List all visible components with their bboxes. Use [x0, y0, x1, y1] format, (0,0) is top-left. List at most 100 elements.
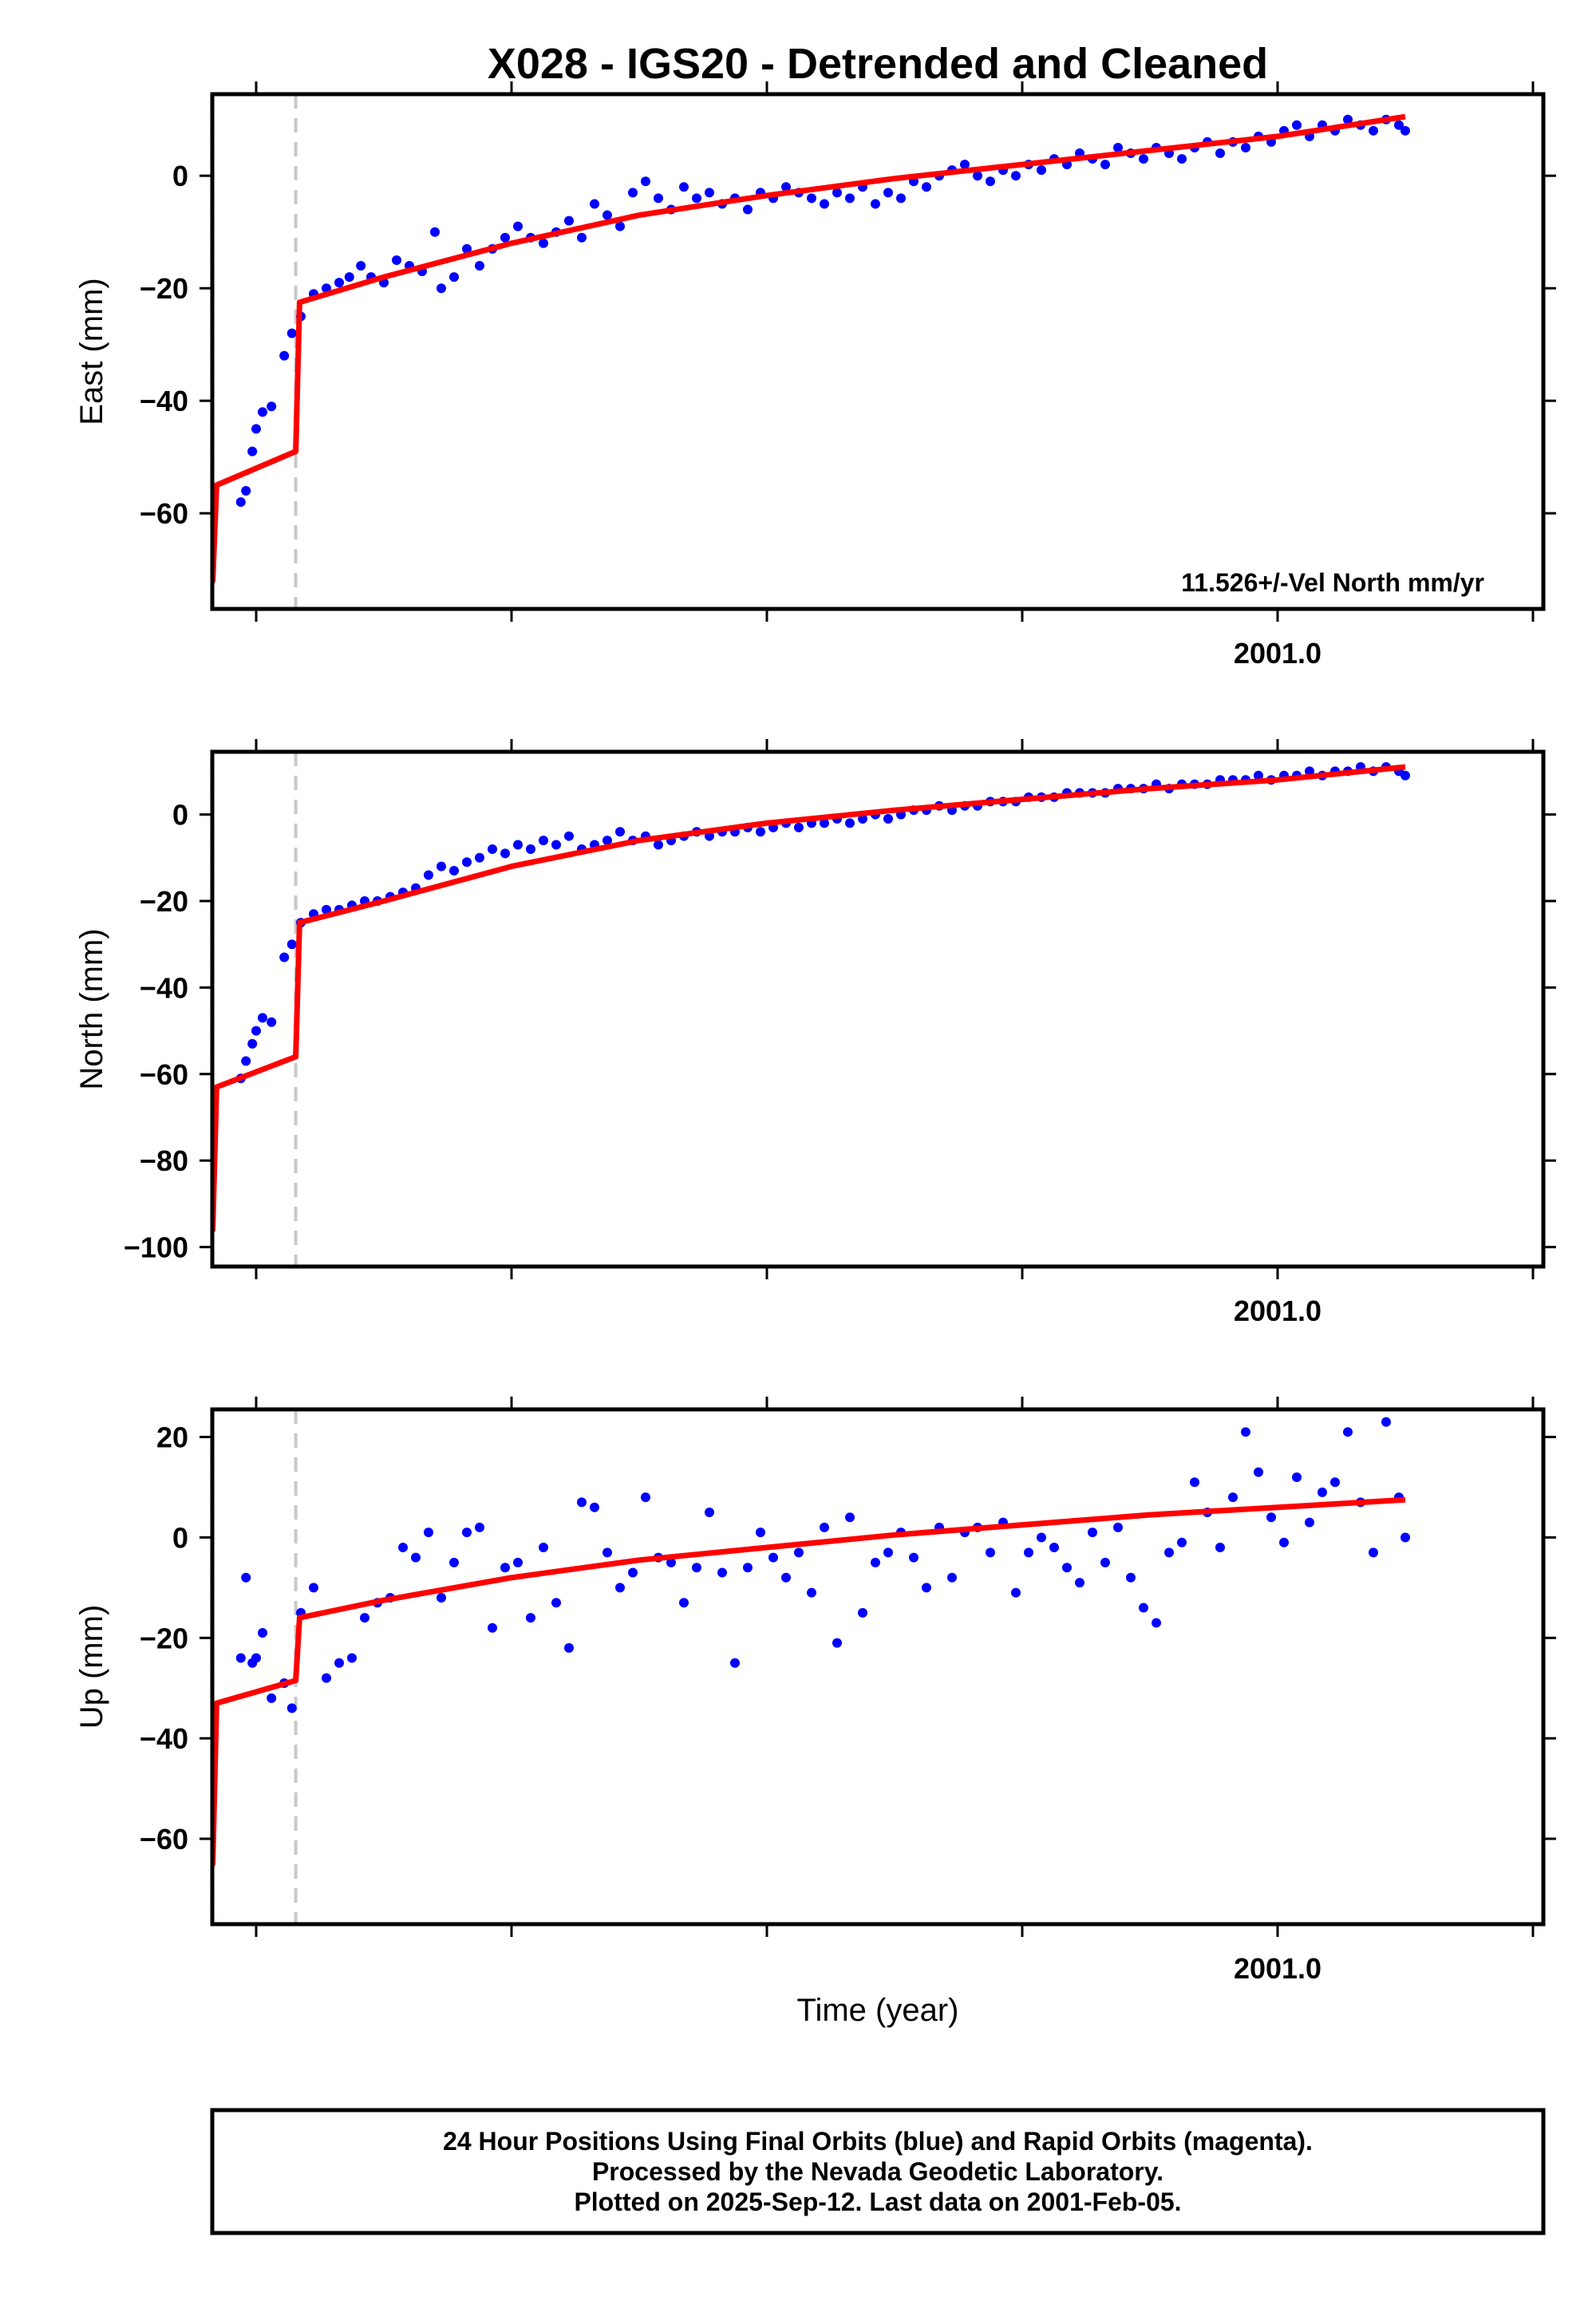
data-point	[1254, 770, 1263, 781]
data-point	[602, 836, 612, 846]
data-point	[247, 446, 258, 456]
x-tick-label: 2001.0	[1234, 1952, 1321, 1985]
data-point	[692, 1563, 701, 1573]
data-point	[539, 836, 548, 846]
y-tick-label: −20	[140, 272, 188, 305]
data-point	[475, 852, 484, 863]
data-point	[1400, 770, 1410, 781]
data-point	[820, 1522, 829, 1532]
data-point	[1343, 1427, 1353, 1437]
data-point	[251, 424, 261, 434]
footer-line-3: Plotted on 2025-Sep-12. Last data on 200…	[574, 2188, 1181, 2216]
y-tick-label: −100	[124, 1231, 188, 1264]
data-point	[590, 199, 599, 209]
data-point	[1037, 165, 1046, 176]
data-point	[1100, 1557, 1110, 1567]
data-point	[1215, 1543, 1225, 1553]
data-point	[1330, 1477, 1340, 1488]
data-point	[241, 1572, 251, 1583]
data-point	[462, 857, 472, 868]
data-point	[845, 193, 855, 204]
data-point	[871, 199, 880, 209]
data-point	[960, 160, 970, 170]
data-point	[1177, 154, 1187, 164]
data-point	[641, 1492, 650, 1503]
data-point	[1049, 1543, 1059, 1553]
data-point	[986, 1547, 995, 1558]
y-tick-label: −60	[140, 1823, 188, 1856]
data-point	[1369, 1547, 1378, 1558]
data-point	[347, 1653, 357, 1663]
data-point	[820, 199, 829, 209]
data-point	[251, 1026, 261, 1036]
data-point	[309, 1583, 318, 1593]
data-point	[322, 1673, 331, 1683]
data-point	[286, 328, 297, 338]
model-fit-line	[212, 1496, 1406, 1867]
data-point	[883, 814, 893, 824]
y-tick-label: 0	[172, 1521, 188, 1554]
data-point	[392, 255, 401, 265]
data-point	[322, 904, 331, 915]
y-tick-label: −60	[140, 1058, 188, 1091]
x-tick-label: 2001.0	[1234, 637, 1321, 670]
y-tick-label: −60	[140, 497, 188, 530]
data-point	[896, 193, 906, 204]
data-point	[602, 210, 612, 220]
data-point	[1241, 1427, 1250, 1437]
y-axis-label: North (mm)	[74, 928, 109, 1089]
data-point	[1343, 114, 1353, 124]
data-point	[1100, 160, 1110, 170]
data-point	[241, 485, 251, 496]
data-point	[194, 1909, 203, 1919]
x-tick-label: 2001.0	[1234, 1294, 1321, 1327]
data-point	[717, 1567, 727, 1578]
data-point	[564, 215, 574, 226]
data-point	[241, 1056, 251, 1066]
data-point	[1011, 171, 1021, 181]
data-point	[500, 232, 510, 243]
data-point	[871, 1557, 880, 1567]
data-point	[654, 840, 663, 850]
data-point	[475, 261, 484, 271]
data-point	[286, 1703, 297, 1713]
data-point	[424, 1528, 433, 1538]
north-panel: 0 −20 −40 −60 −80 −100 2001.0 North (mm)	[74, 739, 1556, 1327]
data-point	[526, 1613, 535, 1623]
data-point	[1400, 1532, 1410, 1543]
y-tick-label: −40	[140, 385, 188, 417]
plot-area	[212, 94, 1410, 609]
data-point	[807, 193, 816, 204]
data-point	[807, 1587, 816, 1598]
data-point	[449, 1557, 459, 1567]
data-point	[973, 171, 982, 181]
data-point	[1305, 1517, 1314, 1528]
footer-line-1: 24 Hour Positions Using Final Orbits (bl…	[443, 2127, 1313, 2156]
y-tick-label: −40	[140, 971, 188, 1004]
data-point	[1394, 120, 1404, 130]
data-point	[794, 1547, 804, 1558]
data-point	[909, 1552, 918, 1563]
data-point	[1139, 154, 1148, 164]
data-point	[1381, 1417, 1391, 1427]
data-point	[883, 188, 893, 198]
data-point	[705, 1508, 714, 1517]
data-point	[258, 407, 267, 417]
data-point	[1241, 142, 1250, 152]
data-point	[883, 1547, 893, 1558]
data-point	[437, 1592, 446, 1603]
data-point	[768, 1552, 778, 1563]
data-point	[449, 866, 459, 876]
data-point	[526, 844, 535, 854]
data-point	[1190, 1477, 1199, 1488]
data-point	[267, 1017, 277, 1027]
plot-area	[212, 752, 1410, 1267]
data-point	[286, 939, 297, 950]
data-point	[1292, 1472, 1302, 1482]
data-point	[845, 1512, 855, 1523]
data-point	[947, 1572, 957, 1583]
y-tick-label: −20	[140, 1622, 188, 1654]
data-point	[564, 831, 574, 841]
data-point	[602, 1547, 612, 1558]
